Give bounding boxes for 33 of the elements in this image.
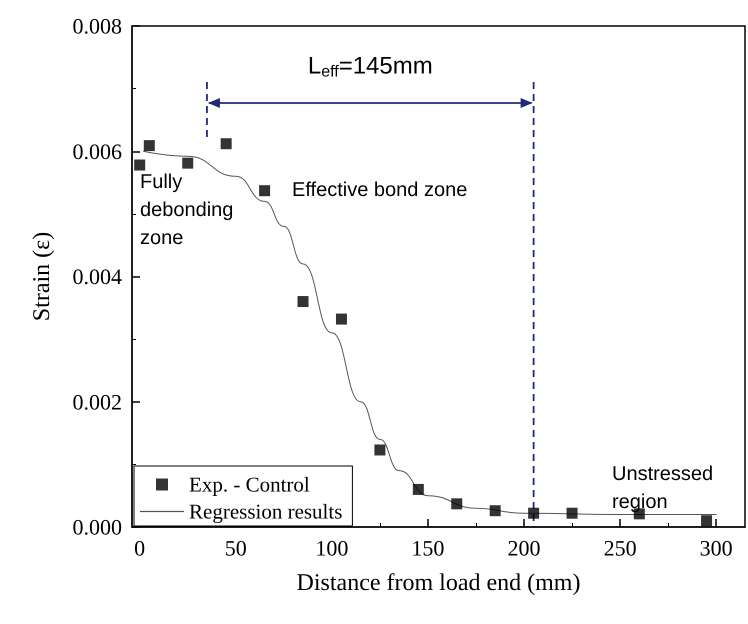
x-tick-label: 150 bbox=[411, 536, 444, 560]
x-tick-label: 50 bbox=[224, 536, 247, 560]
point bbox=[220, 138, 232, 150]
y-tick-label: 0.004 bbox=[72, 264, 122, 289]
point bbox=[701, 515, 712, 526]
point bbox=[490, 505, 501, 516]
point bbox=[528, 508, 540, 519]
x-tick-label: 200 bbox=[508, 536, 541, 560]
point bbox=[412, 484, 424, 495]
x-tick-label: 0 bbox=[134, 536, 146, 560]
point bbox=[134, 160, 146, 171]
point bbox=[374, 444, 386, 456]
point bbox=[566, 508, 578, 519]
annotation: Unstressed region bbox=[612, 463, 714, 513]
y-tick-label: 0.002 bbox=[72, 389, 122, 414]
annotation: Fully debonding zone bbox=[140, 171, 234, 249]
annotation: Effective bond zone bbox=[292, 179, 468, 201]
legend-label: Regression results bbox=[189, 500, 342, 524]
y-tick-label: 0.008 bbox=[72, 14, 122, 38]
point bbox=[144, 140, 155, 152]
point bbox=[451, 498, 462, 510]
point bbox=[336, 314, 347, 325]
x-axis-title: Distance from load end (mm) bbox=[296, 570, 580, 596]
point bbox=[259, 185, 270, 196]
y-tick-label: 0.006 bbox=[72, 138, 122, 164]
point bbox=[298, 296, 309, 308]
legend-label: Exp. - Control bbox=[189, 472, 310, 496]
x-tick-label: 300 bbox=[700, 536, 733, 560]
y-axis-title: Strain (ε) bbox=[29, 232, 55, 322]
point bbox=[182, 158, 194, 169]
y-tick-label: 0.000 bbox=[72, 514, 122, 540]
x-tick-label: 250 bbox=[604, 536, 637, 560]
x-tick-label: 100 bbox=[315, 536, 348, 560]
